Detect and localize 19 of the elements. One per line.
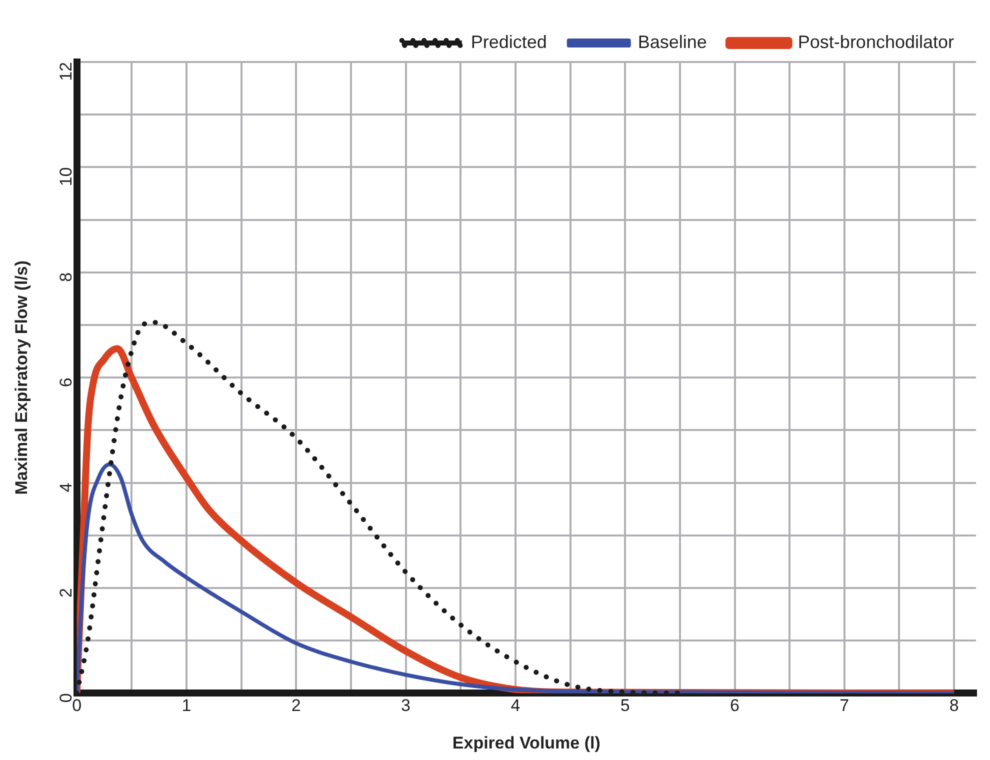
y-tick-label: 2 bbox=[56, 588, 76, 598]
x-tick-label: 6 bbox=[730, 696, 740, 716]
legend-label: Baseline bbox=[638, 32, 707, 52]
x-tick-label: 2 bbox=[291, 696, 301, 716]
legend-label: Predicted bbox=[470, 32, 547, 52]
y-tick-label: 8 bbox=[56, 272, 76, 282]
x-tick-label: 7 bbox=[840, 696, 850, 716]
y-tick-label: 10 bbox=[56, 167, 76, 186]
x-tick-label: 4 bbox=[510, 696, 520, 716]
legend-label: Post-bronchodilator bbox=[798, 32, 954, 52]
x-tick-label: 1 bbox=[182, 696, 192, 716]
x-tick-label: 3 bbox=[401, 696, 411, 716]
y-tick-label: 12 bbox=[56, 62, 76, 81]
x-tick-label: 5 bbox=[620, 696, 630, 716]
y-tick-label: 6 bbox=[56, 378, 76, 388]
y-tick-label: 4 bbox=[56, 482, 76, 492]
x-axis-title: Expired Volume (l) bbox=[452, 733, 600, 752]
y-axis-title: Maximal Expiratory Flow (l/s) bbox=[12, 260, 31, 495]
x-tick-label: 8 bbox=[949, 696, 959, 716]
